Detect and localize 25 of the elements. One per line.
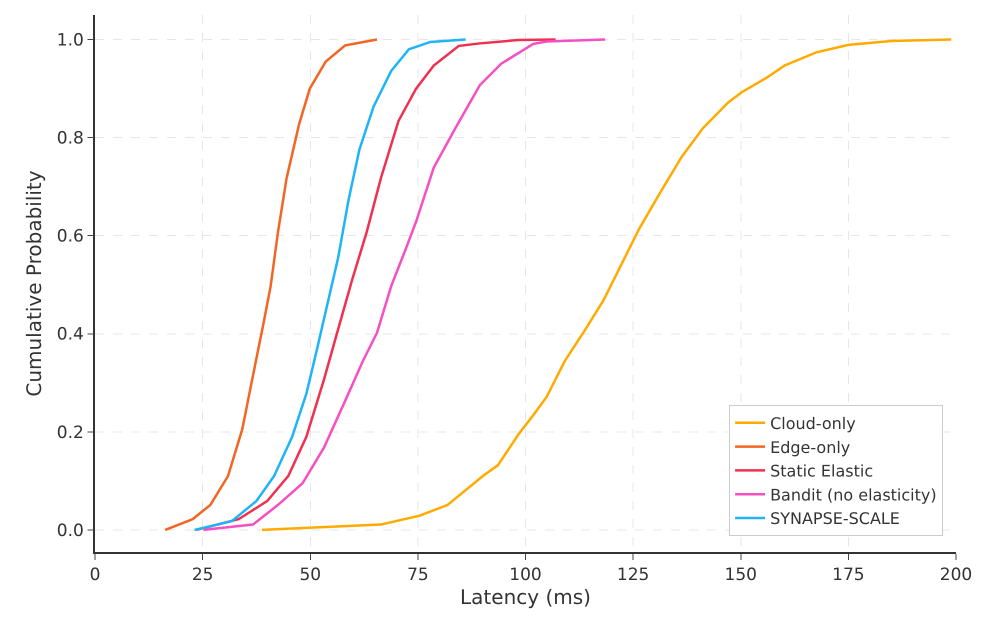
y-tick-label: 0.0 <box>56 520 84 541</box>
y-tick-label: 0.4 <box>56 324 84 345</box>
x-tick-label: 100 <box>509 565 542 586</box>
x-tick-label: 0 <box>90 565 100 586</box>
y-axis-title: Cumulative Probability <box>22 170 46 397</box>
y-tick-label: 0.6 <box>56 226 84 247</box>
y-tick-label: 1.0 <box>56 30 84 50</box>
y-tick-label: 0.2 <box>56 422 84 443</box>
x-tick-label: 50 <box>299 565 322 586</box>
legend-label: Static Elastic <box>770 462 874 481</box>
line-series <box>193 38 467 532</box>
line-series <box>164 38 378 532</box>
line-series <box>260 38 953 532</box>
x-tick-label: 200 <box>940 565 972 586</box>
legend-label: Bandit (no elasticity) <box>770 485 937 504</box>
x-tick-label: 75 <box>407 565 429 586</box>
legend-label: SYNAPSE-SCALE <box>770 509 900 528</box>
legend-label: Cloud-only <box>770 414 856 434</box>
x-tick-label: 125 <box>616 565 650 586</box>
x-tick-label: 25 <box>192 565 214 586</box>
x-axis-title: Latency (ms) <box>460 585 591 610</box>
legend-label: Edge-only <box>770 438 850 457</box>
x-tick-label: 175 <box>832 565 865 586</box>
x-tick-label: 150 <box>724 565 757 586</box>
y-tick-label: 0.8 <box>56 128 84 149</box>
